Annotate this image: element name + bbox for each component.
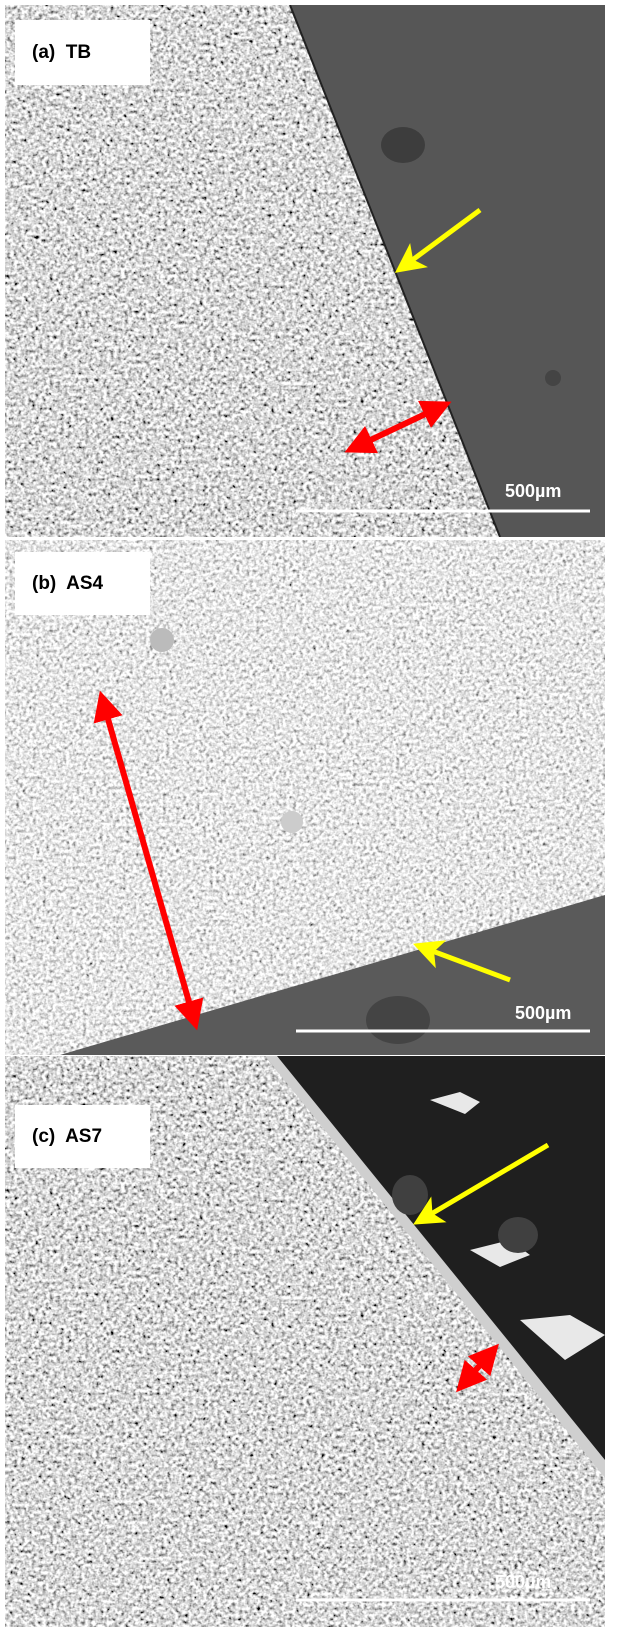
particle	[150, 628, 174, 652]
pore	[392, 1175, 428, 1215]
pore	[366, 996, 430, 1044]
panel-b: 500µm (b) AS4	[5, 540, 605, 1055]
particle	[281, 811, 303, 833]
scale-bar-label: 500µm	[515, 1003, 571, 1023]
pore	[545, 370, 561, 386]
scale-bar-label: 500µm	[505, 481, 561, 501]
page: 500µm (a) TB 500µm (b) AS4 500µm (c) AS7…	[0, 0, 624, 1627]
figure: 500µm (a) TB 500µm (b) AS4 500µm (c) AS7	[0, 0, 624, 1627]
scale-bar-label: 500µm	[495, 1572, 551, 1592]
panel-label: (a) TB	[32, 42, 91, 63]
panel-c: 500µm (c) AS7	[5, 1056, 605, 1627]
pore	[381, 127, 425, 163]
panel-label: (c) AS7	[32, 1126, 102, 1147]
panel-label: (b) AS4	[32, 573, 104, 594]
panel-a: 500µm (a) TB	[5, 5, 605, 537]
pore	[498, 1217, 538, 1253]
